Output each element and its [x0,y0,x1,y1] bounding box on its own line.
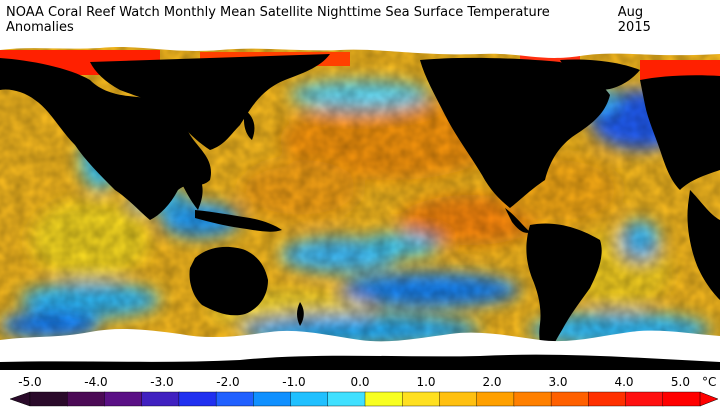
colorbar-tick-label: 2.0 [482,375,501,389]
ocean-anomaly-layer [0,40,720,370]
colorbar-block [550,391,590,407]
colorbar-tick-label: 4.0 [614,375,633,389]
sst-anomaly-map [0,40,720,370]
land-north-america [420,57,610,209]
colorbar-block [513,391,552,407]
land-africa-east [687,190,720,300]
land-eurasia [90,54,330,150]
colorbar-tick-label: 5.0 [671,375,690,389]
arctic-ice-band [0,40,720,58]
map-title-bar: NOAA Coral Reef Watch Monthly Mean Satel… [0,0,720,40]
colorbar-block [178,391,217,407]
colorbar-block [67,391,106,407]
colorbar-block [141,391,180,407]
colorbar-tick-label: -3.0 [150,375,173,389]
temperature-colorbar: -5.0 -4.0 -3.0 -2.0 -1.0 0.0 1.0 2.0 3.0 4.0 5.0 °C [0,372,720,411]
colorbar-block [215,391,255,407]
colorbar-block [476,391,515,407]
land-masses [0,54,720,360]
colorbar-block [588,391,627,407]
land-europe-east [640,75,720,190]
land-indonesia [195,210,282,232]
colorbar-tick-label: 0.0 [350,375,369,389]
land-central-america [505,208,530,233]
colorbar-tick-label: -4.0 [84,375,107,389]
map-date: Aug 2015 [617,5,651,35]
colorbar-arrow-low [9,391,31,407]
colorbar-block [662,391,701,407]
colorbar-block [327,391,366,407]
colorbar-tick-label: 3.0 [548,375,567,389]
colorbar-block [253,391,292,407]
land-greenland [560,59,640,90]
land-africa-europe-west [0,58,211,220]
colorbar-block [290,391,329,407]
colorbar-block [364,391,403,407]
colorbar-arrow-high [699,391,719,407]
colorbar-tick-label: -5.0 [18,375,41,389]
colorbar-tick-label: -1.0 [282,375,305,389]
colorbar-block [29,391,68,407]
antarctica [0,354,720,370]
colorbar-tick-label: 1.0 [416,375,435,389]
colorbar-unit: °C [702,375,716,389]
colorbar-tick-label: -2.0 [216,375,239,389]
colorbar-block [625,391,664,407]
land-new-zealand [297,302,304,326]
land-japan [243,110,255,140]
colorbar-block [402,391,441,407]
colorbar-block [104,391,143,407]
map-title: NOAA Coral Reef Watch Monthly Mean Satel… [6,5,550,35]
land-south-asia [150,135,203,210]
colorbar-block [439,391,478,407]
land-south-america [526,223,602,360]
land-australia [189,246,268,316]
